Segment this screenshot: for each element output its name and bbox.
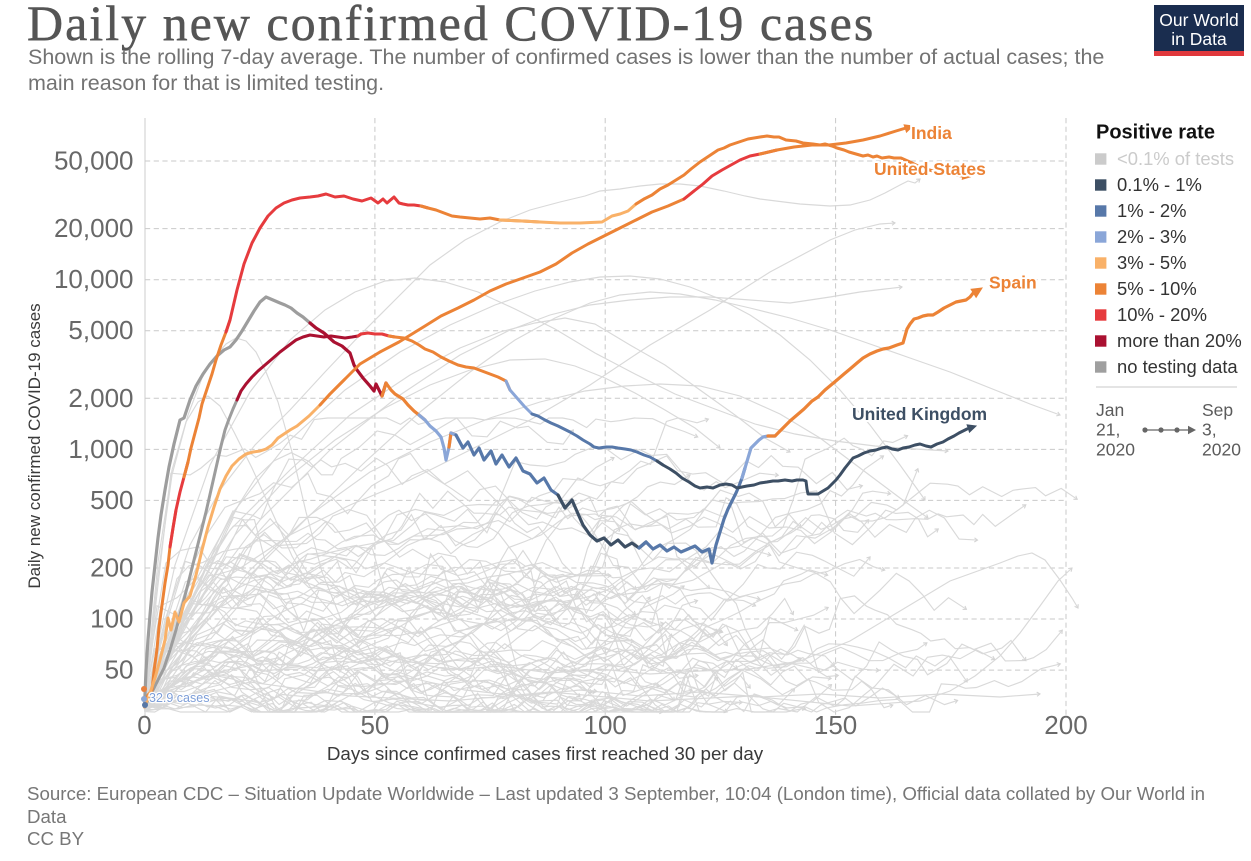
svg-text:200: 200 (90, 553, 133, 583)
svg-text:Daily new confirmed COVID-19 c: Daily new confirmed COVID-19 cases (25, 303, 44, 588)
svg-text:Days since confirmed cases fir: Days since confirmed cases first reached… (327, 743, 764, 764)
svg-text:more than 20%: more than 20% (1117, 330, 1242, 351)
svg-text:1,000: 1,000 (68, 434, 133, 464)
svg-text:2020: 2020 (1202, 439, 1241, 459)
svg-text:2020: 2020 (1096, 439, 1135, 459)
svg-text:10,000: 10,000 (54, 264, 134, 294)
svg-text:50,000: 50,000 (54, 146, 134, 176)
svg-text:Positive rate: Positive rate (1096, 122, 1215, 144)
svg-text:21,: 21, (1096, 420, 1120, 440)
svg-text:1% - 2%: 1% - 2% (1117, 200, 1187, 221)
svg-text:0: 0 (137, 710, 151, 740)
svg-text:100: 100 (90, 604, 133, 634)
svg-text:50: 50 (360, 710, 389, 740)
svg-text:2,000: 2,000 (68, 383, 133, 413)
svg-text:500: 500 (90, 485, 133, 515)
svg-text:3,: 3, (1202, 420, 1217, 440)
svg-text:Jan: Jan (1096, 400, 1124, 420)
svg-text:Sep: Sep (1202, 400, 1233, 420)
svg-text:India: India (911, 123, 952, 143)
svg-text:3% - 5%: 3% - 5% (1117, 252, 1187, 273)
svg-text:United States: United States (874, 159, 986, 179)
svg-text:United Kingdom: United Kingdom (852, 404, 987, 424)
svg-text:5,000: 5,000 (68, 315, 133, 345)
svg-text:<0.1% of tests: <0.1% of tests (1117, 148, 1234, 169)
svg-text:100: 100 (584, 710, 627, 740)
svg-text:5% - 10%: 5% - 10% (1117, 278, 1197, 299)
svg-text:Spain: Spain (989, 273, 1037, 293)
svg-text:50: 50 (105, 655, 134, 685)
svg-text:10% - 20%: 10% - 20% (1117, 304, 1207, 325)
svg-text:no testing data: no testing data (1117, 356, 1238, 377)
svg-text:150: 150 (814, 710, 857, 740)
svg-text:32.9 cases: 32.9 cases (149, 691, 209, 705)
svg-text:20,000: 20,000 (54, 213, 134, 243)
svg-text:200: 200 (1044, 710, 1087, 740)
svg-text:0.1% - 1%: 0.1% - 1% (1117, 174, 1202, 195)
svg-text:2% - 3%: 2% - 3% (1117, 226, 1187, 247)
